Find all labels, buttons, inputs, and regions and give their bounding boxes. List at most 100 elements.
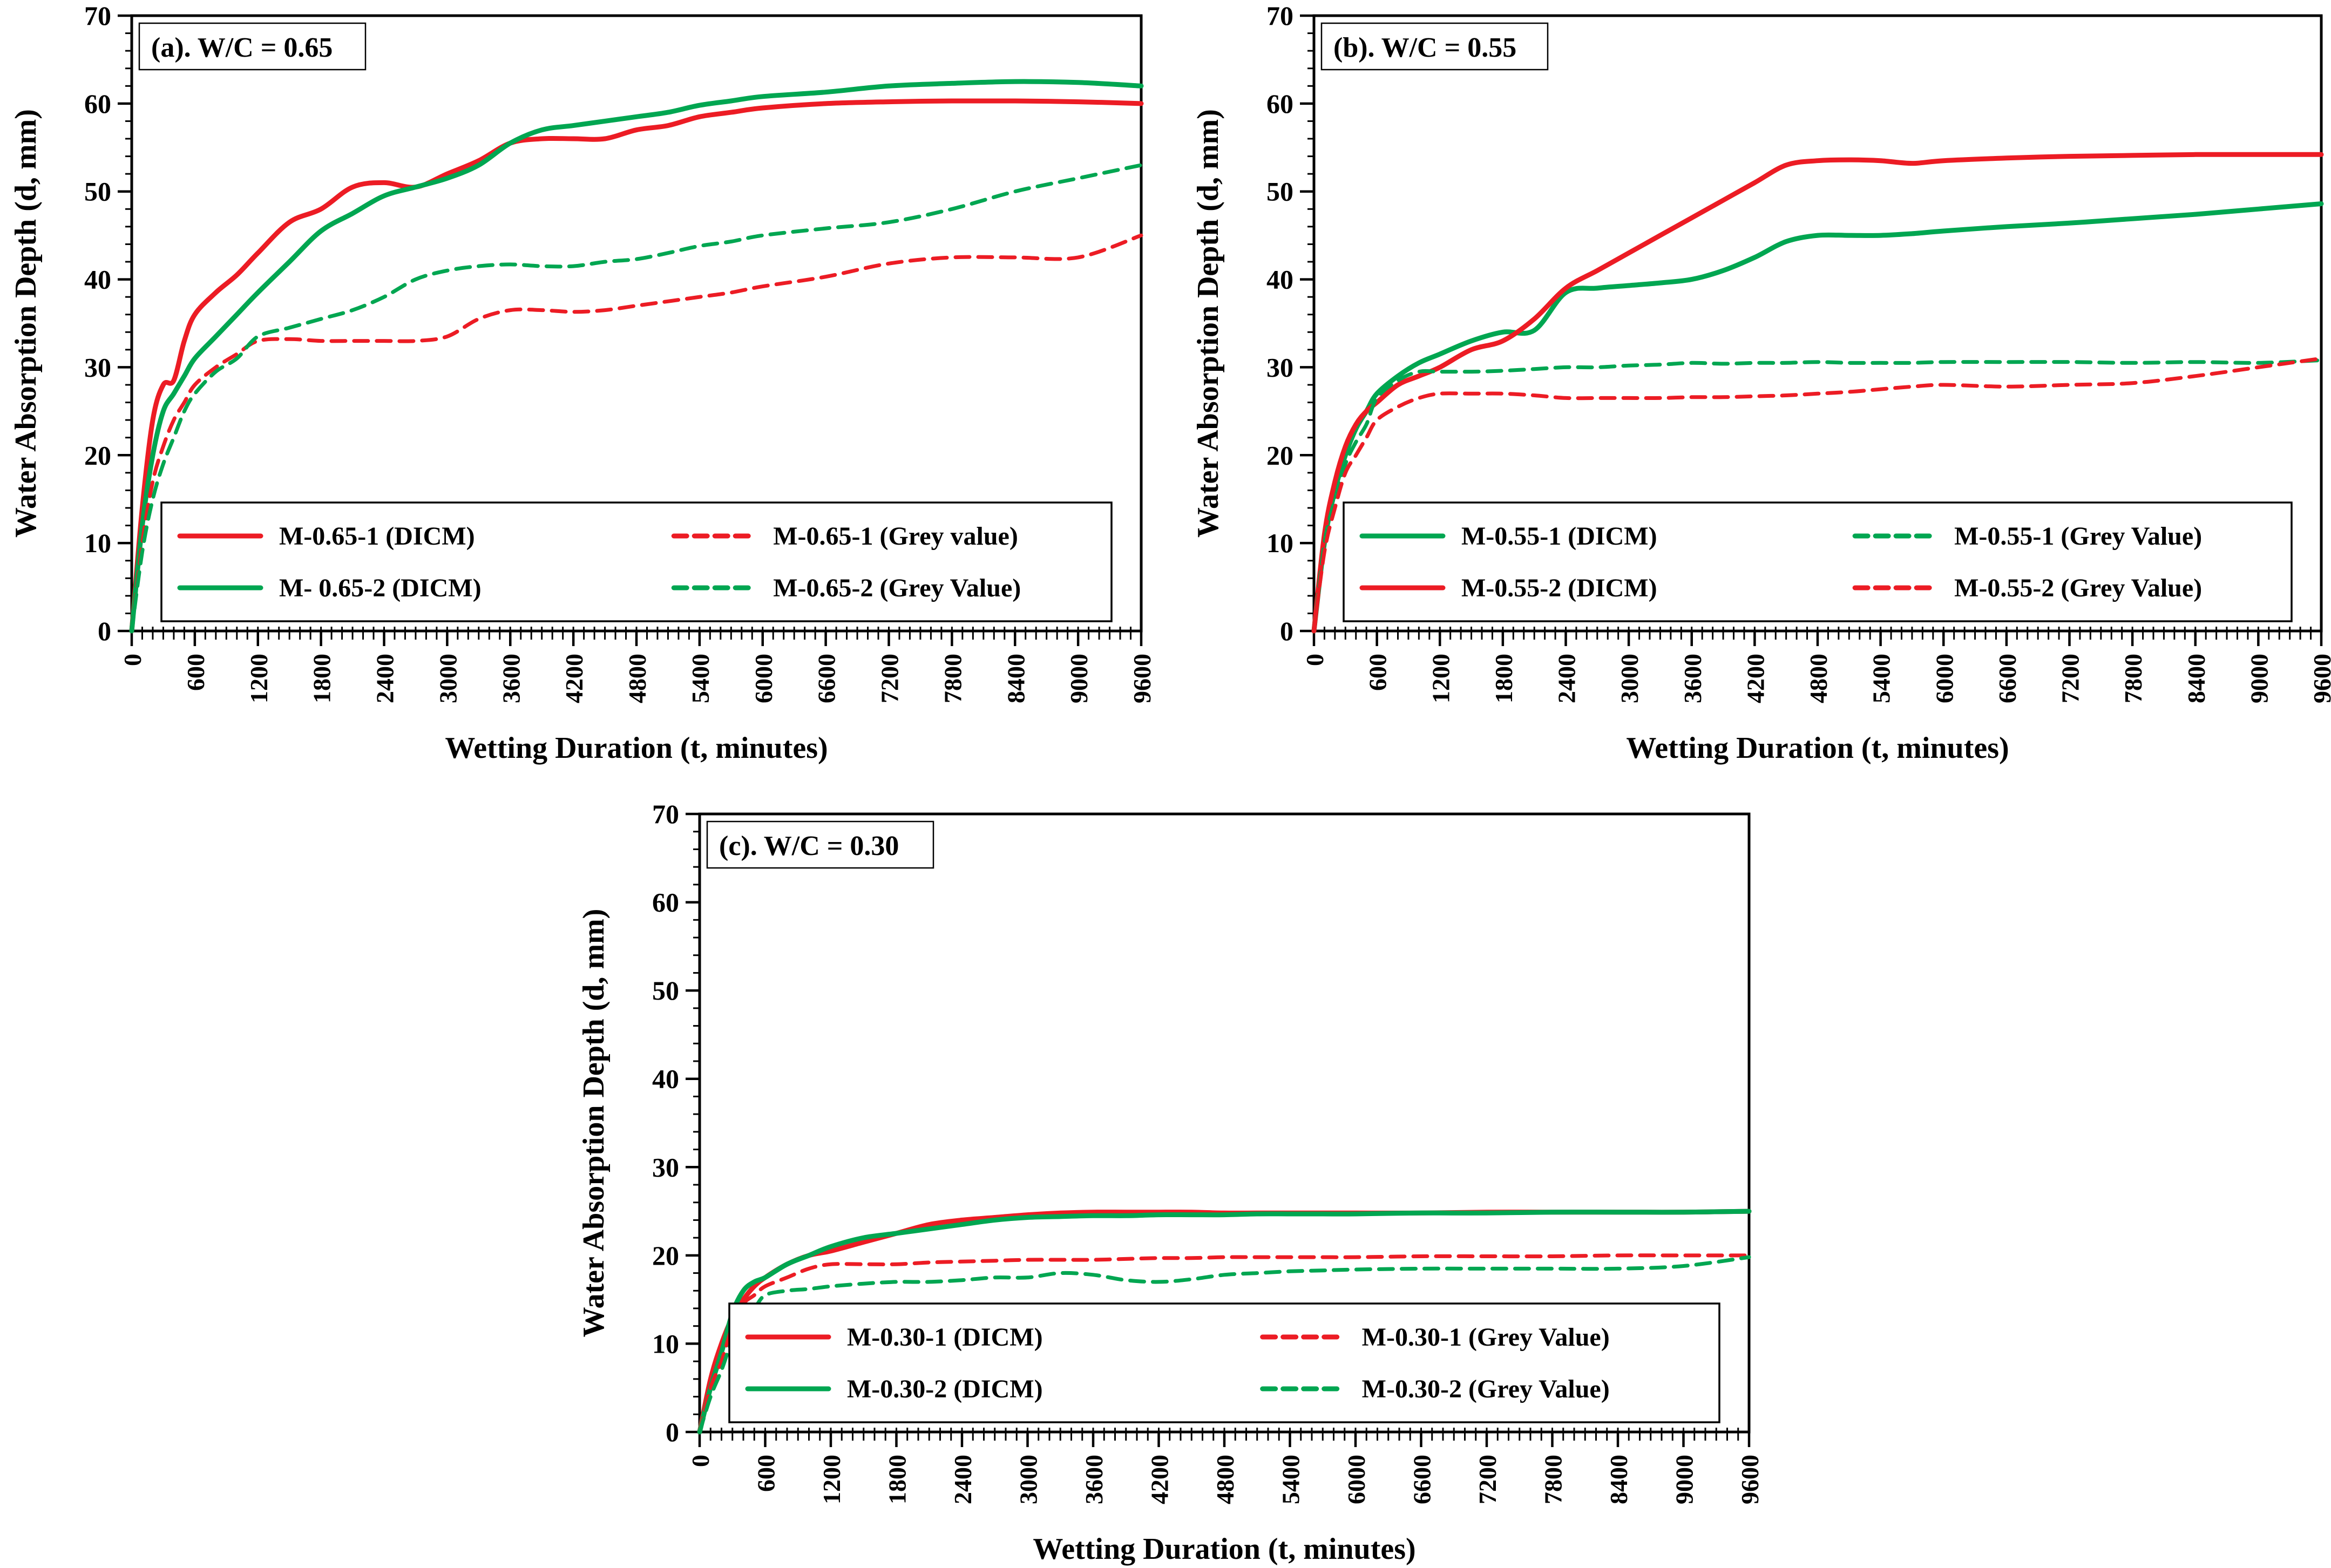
y-tick-label: 70 xyxy=(1266,2,1293,31)
y-tick-label: 60 xyxy=(84,89,111,119)
annotation-box xyxy=(1320,22,1549,71)
panel-annotation: (c). W/C = 0.30 xyxy=(719,831,899,861)
x-tick-label: 4200 xyxy=(560,654,588,703)
annotation-box xyxy=(138,22,367,71)
x-tick-label: 1800 xyxy=(1490,654,1517,703)
x-axis-title: Wetting Duration (t, minutes) xyxy=(445,731,828,765)
y-tick-label: 20 xyxy=(1266,440,1293,470)
chart-panel-b: 0 600 1200 1800 2400 3000 3600 4200 4800 5400 6000… xyxy=(1184,1,2331,804)
y-tick-label: 30 xyxy=(652,1152,679,1182)
y-axis-title: Water Absorption Depth (d, mm) xyxy=(577,909,611,1338)
chart-svg-c: 0 600 1200 1800 2400 3000 3600 4200 4800 5400 6000… xyxy=(577,799,1764,1566)
x-tick-label: 7200 xyxy=(876,654,904,703)
x-tick-label: 9000 xyxy=(2245,654,2273,703)
y-tick-label: 30 xyxy=(84,352,111,382)
y-tick-label: 60 xyxy=(652,887,679,918)
y-tick-label: 10 xyxy=(652,1328,679,1359)
x-tick-label: 600 xyxy=(182,654,209,691)
y-axis-title: Water Absorption Depth (d, mm) xyxy=(9,109,43,538)
x-tick-label: 3000 xyxy=(1015,1455,1042,1504)
x-tick-label: 1200 xyxy=(1427,654,1454,703)
y-tick-label: 50 xyxy=(84,177,111,207)
x-tick-label: 0 xyxy=(687,1455,714,1467)
y-tick-label: 70 xyxy=(652,803,679,829)
series-line-M-0.55-1-(Grey-Value) xyxy=(1312,358,2323,633)
x-tick-label: 3600 xyxy=(497,654,525,703)
chart-panel-c: 0 600 1200 1800 2400 3000 3600 4200 4800 5400 6000… xyxy=(570,799,1764,1568)
legend-box xyxy=(160,501,1113,622)
x-tick-label: 600 xyxy=(753,1455,780,1492)
x-tick-label: 4200 xyxy=(1742,654,1769,703)
legend-label: M-0.30-1 (Grey Value) xyxy=(1362,1323,1610,1352)
x-tick-label: 9600 xyxy=(2308,654,2331,703)
y-tick-label: 40 xyxy=(84,264,111,295)
y-tick-label: 10 xyxy=(1266,528,1293,558)
x-tick-label: 5400 xyxy=(687,654,714,703)
x-axis-title: Wetting Duration (t, minutes) xyxy=(1626,731,2009,765)
x-tick-label: 8400 xyxy=(1002,654,1029,703)
x-tick-label: 7800 xyxy=(1540,1455,1567,1504)
legend-label: M- 0.65-2 (DICM) xyxy=(279,574,482,602)
x-tick-label: 1800 xyxy=(884,1455,911,1504)
x-tick-label: 6600 xyxy=(1408,1455,1436,1504)
x-tick-label: 3000 xyxy=(1616,654,1643,703)
y-tick-label: 30 xyxy=(1266,352,1293,382)
x-tick-label: 1800 xyxy=(308,654,336,703)
y-tick-label: 50 xyxy=(1266,177,1293,207)
y-tick-label: 20 xyxy=(84,440,111,470)
series-line-M-0.55-2-(Grey-Value) xyxy=(1312,356,2323,633)
x-tick-label: 1200 xyxy=(245,654,273,703)
y-tick-label: 20 xyxy=(652,1240,679,1271)
x-tick-label: 5400 xyxy=(1868,654,1895,703)
x-tick-label: 4800 xyxy=(1211,1455,1239,1504)
legend-label: M-0.65-1 (Grey value) xyxy=(773,522,1018,551)
x-tick-label: 4200 xyxy=(1146,1455,1174,1504)
x-tick-label: 7800 xyxy=(2119,654,2147,703)
legend-label: M-0.65-2 (Grey Value) xyxy=(773,574,1021,602)
legend-label: M-0.55-1 (Grey Value) xyxy=(1954,522,2202,551)
series-line-M-0.65-2-(Grey-Value) xyxy=(130,163,1143,633)
series-line-M-0.30-2-(Grey-Value) xyxy=(697,1255,1751,1434)
x-tick-label: 6600 xyxy=(813,654,841,703)
legend-label: M-0.55-2 (DICM) xyxy=(1461,574,1657,602)
x-axis-title: Wetting Duration (t, minutes) xyxy=(1033,1532,1415,1566)
y-tick-label: 70 xyxy=(84,2,111,31)
chart-panel-a: 0 600 1200 1800 2400 3000 3600 4200 4800 5400 6000… xyxy=(2,1,1156,804)
series-line-M-0.65-1-(DICM) xyxy=(129,98,1144,634)
x-tick-label: 6000 xyxy=(1343,1455,1370,1504)
y-axis-title: Water Absorption Depth (d, mm) xyxy=(1191,109,1225,538)
x-tick-label: 6600 xyxy=(1994,654,2021,703)
legend-box xyxy=(728,1302,1720,1423)
x-tick-label: 2400 xyxy=(371,654,399,703)
x-tick-label: 0 xyxy=(119,654,146,666)
y-tick-label: 0 xyxy=(666,1417,679,1447)
y-tick-label: 10 xyxy=(84,528,111,558)
x-tick-label: 9600 xyxy=(1128,654,1152,703)
series-line-M--0.65-2-(DICM) xyxy=(129,79,1144,634)
x-tick-label: 2400 xyxy=(949,1455,977,1504)
legend-label: M-0.65-1 (DICM) xyxy=(279,522,475,551)
y-tick-label: 40 xyxy=(652,1064,679,1094)
x-tick-label: 8400 xyxy=(1605,1455,1632,1504)
x-tick-label: 600 xyxy=(1364,654,1392,691)
series-line-M-0.55-2-(DICM) xyxy=(1311,152,2324,634)
x-tick-label: 3600 xyxy=(1080,1455,1108,1504)
x-tick-label: 3000 xyxy=(434,654,462,703)
y-tick-label: 60 xyxy=(1266,89,1293,119)
x-tick-label: 9000 xyxy=(1065,654,1093,703)
x-tick-label: 6000 xyxy=(750,654,777,703)
panel-annotation: (b). W/C = 0.55 xyxy=(1333,32,1516,63)
x-tick-label: 6000 xyxy=(1930,654,1958,703)
x-tick-label: 7800 xyxy=(939,654,966,703)
x-tick-label: 0 xyxy=(1301,654,1329,666)
x-tick-label: 4800 xyxy=(624,654,651,703)
legend-label: M-0.30-2 (Grey Value) xyxy=(1362,1375,1610,1403)
annotation-box xyxy=(706,820,934,869)
x-tick-label: 2400 xyxy=(1553,654,1581,703)
y-tick-label: 50 xyxy=(652,975,679,1006)
legend-label: M-0.55-1 (DICM) xyxy=(1461,522,1657,551)
x-tick-label: 9600 xyxy=(1736,1455,1760,1504)
x-tick-label: 9000 xyxy=(1671,1455,1698,1504)
legend-box xyxy=(1343,501,2293,622)
